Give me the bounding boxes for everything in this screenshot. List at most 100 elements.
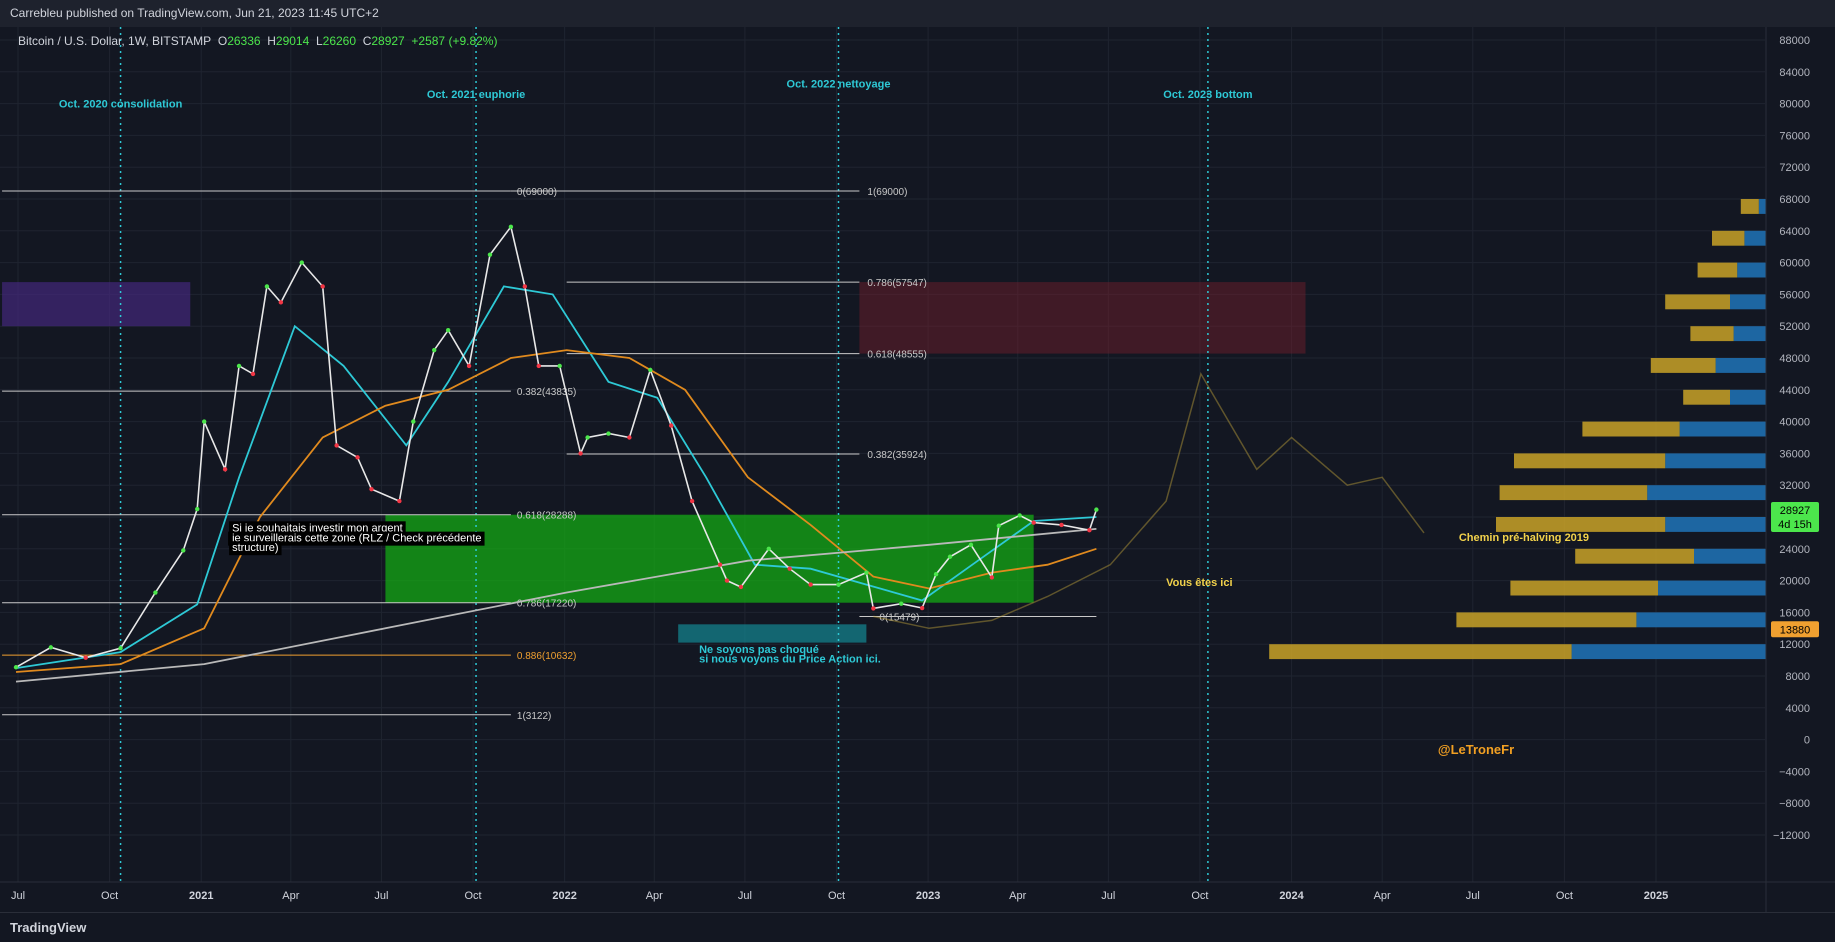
price-point xyxy=(411,419,416,424)
x-tick-label: Oct xyxy=(1191,890,1208,902)
vertical-marker-label: Oct. 2020 consolidation xyxy=(59,99,183,111)
y-tick-label: 84000 xyxy=(1779,67,1810,79)
volume-bar-up xyxy=(1740,199,1759,214)
price-point xyxy=(355,455,360,460)
price-point xyxy=(919,605,925,611)
annotation-text: @LeTroneFr xyxy=(1438,742,1514,757)
price-point xyxy=(1059,522,1064,528)
y-tick-label: 44000 xyxy=(1779,385,1810,397)
annotation-text: Ne soyons pas choqué xyxy=(699,644,819,656)
zone-rect xyxy=(2,282,191,327)
price-badges: 28927 4d 15h 13880 xyxy=(1771,502,1819,638)
price-point xyxy=(933,572,939,577)
vertical-marker-label: Oct. 2021 euphorie xyxy=(427,89,525,101)
y-tick-label: 8000 xyxy=(1786,671,1810,683)
annotation-text: si nous voyons du Price Action ici. xyxy=(699,653,881,665)
moving-average-line xyxy=(15,285,1097,669)
price-badge-countdown: 4d 15h xyxy=(1778,519,1812,531)
fib-level-label: 0.618(28288) xyxy=(517,511,577,522)
price-point xyxy=(766,546,771,551)
price-point xyxy=(627,435,632,440)
vertical-marker-label: Oct. 2023 bottom xyxy=(1163,89,1252,101)
x-tick-label: Oct xyxy=(101,890,118,902)
volume-bar-up xyxy=(1690,326,1734,342)
x-tick-label: Jul xyxy=(1101,890,1115,902)
price-point xyxy=(689,498,695,504)
y-tick-label: 52000 xyxy=(1779,321,1810,333)
y-tick-label: 36000 xyxy=(1779,448,1810,460)
high-label: H xyxy=(267,34,276,48)
price-point xyxy=(487,252,493,257)
y-tick-label: −4000 xyxy=(1779,766,1810,778)
x-tick-label: Jul xyxy=(738,890,752,902)
price-badge-value: 28927 xyxy=(1780,505,1811,517)
chart-area[interactable]: Oct. 2020 consolidation Oct. 2021 euphori… xyxy=(0,27,1835,912)
price-badge-value: 13880 xyxy=(1780,624,1811,636)
close-value: 28927 xyxy=(371,34,405,48)
fib-level-label: 0.618(48555) xyxy=(867,350,927,361)
price-point xyxy=(264,284,270,289)
y-tick-label: 72000 xyxy=(1779,162,1810,174)
x-tick-label: 2025 xyxy=(1644,890,1668,902)
volume-bar-down xyxy=(1737,262,1766,278)
volume-bar-up xyxy=(1496,517,1666,532)
y-tick-label: 68000 xyxy=(1779,194,1810,206)
price-point xyxy=(585,435,590,440)
annotation-text: structure) xyxy=(232,542,278,554)
zone-rect xyxy=(859,282,1306,354)
volume-bar-down xyxy=(1730,389,1766,405)
volume-bar-up xyxy=(1510,580,1658,596)
fib-level-label: 0.382(43835) xyxy=(517,387,577,398)
price-point xyxy=(669,423,674,428)
y-tick-label: 88000 xyxy=(1779,35,1810,47)
annotation-background xyxy=(228,531,485,546)
y-tick-label: 20000 xyxy=(1779,576,1810,588)
price-point xyxy=(369,486,374,492)
symbol-name[interactable]: Bitcoin / U.S. Dollar, 1W, BITSTAMP xyxy=(18,34,212,48)
volume-bar-up xyxy=(1712,230,1745,246)
x-tick-label: Apr xyxy=(1009,890,1026,902)
x-tick-label: 2021 xyxy=(189,890,213,902)
y-tick-label: 16000 xyxy=(1779,607,1810,619)
price-point xyxy=(864,570,869,575)
volume-profile xyxy=(1269,199,1766,660)
price-point xyxy=(250,371,256,377)
y-tick-label: 0 xyxy=(1804,735,1810,747)
volume-bar-down xyxy=(1694,548,1766,564)
volume-bar-down xyxy=(1744,230,1766,246)
price-point xyxy=(738,584,744,590)
volume-bar-up xyxy=(1650,358,1716,373)
price-point xyxy=(236,363,242,369)
price-point xyxy=(1094,507,1099,512)
projection-line xyxy=(873,371,1425,630)
price-point xyxy=(320,284,325,289)
price-point xyxy=(445,327,451,333)
price-point xyxy=(13,665,19,670)
price-point xyxy=(787,566,792,571)
y-axis[interactable]: 8800084000800007600072000680006400060000… xyxy=(1773,35,1810,842)
price-chart[interactable]: Oct. 2020 consolidation Oct. 2021 euphori… xyxy=(0,27,1835,912)
price-point xyxy=(871,606,876,611)
y-tick-label: 60000 xyxy=(1779,258,1810,270)
volume-bar-up xyxy=(1582,421,1680,437)
price-point xyxy=(648,367,653,373)
low-value: 26260 xyxy=(322,34,357,48)
volume-bar-down xyxy=(1665,453,1766,469)
zone-rect xyxy=(678,624,867,643)
price-point xyxy=(606,431,611,436)
y-tick-label: 12000 xyxy=(1779,639,1810,651)
tradingview-logo[interactable]: TradingView xyxy=(10,920,87,935)
x-axis[interactable]: Jul Oct 2021 Apr Jul Oct 2022 Apr Jul Oct 2023 Apr J… xyxy=(11,890,1668,902)
volume-bar-down xyxy=(1636,612,1766,628)
y-tick-label: 56000 xyxy=(1779,289,1810,301)
fib-level-label: 1(3122) xyxy=(517,711,551,722)
x-tick-label: Oct xyxy=(1556,890,1573,902)
volume-bar-up xyxy=(1269,644,1572,660)
price-point xyxy=(836,582,841,587)
fib-level-label: 0(69000) xyxy=(517,187,557,198)
x-tick-label: Oct xyxy=(464,890,481,902)
x-tick-label: Oct xyxy=(828,890,845,902)
price-point xyxy=(557,363,562,369)
y-tick-label: −8000 xyxy=(1779,798,1810,810)
x-tick-label: 2024 xyxy=(1279,890,1304,902)
